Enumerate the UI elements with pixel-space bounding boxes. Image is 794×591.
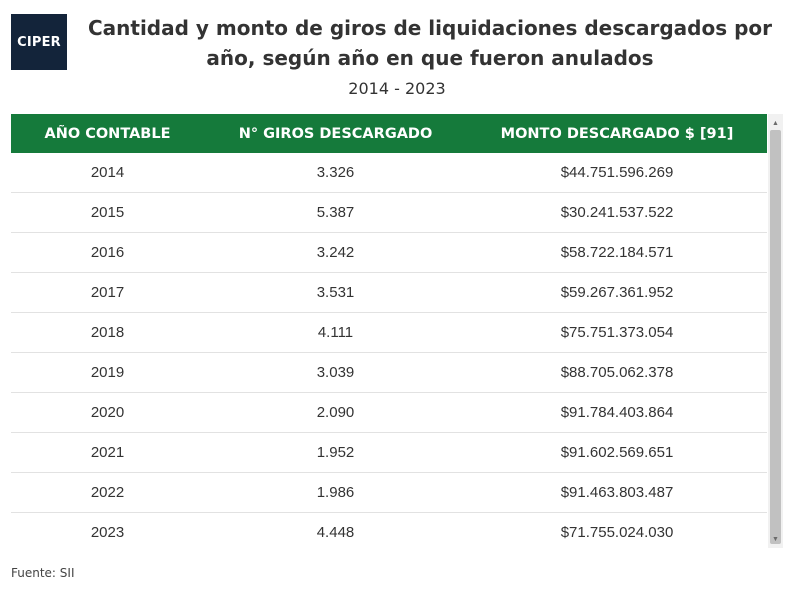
cell-year: 2016: [11, 232, 204, 273]
cell-count: 3.531: [204, 272, 467, 313]
cell-year: 2018: [11, 312, 204, 353]
cell-amount: $71.755.024.030: [560, 524, 674, 541]
chart-subtitle: 2014 - 2023: [348, 79, 446, 98]
cell-amount: $59.267.361.952: [467, 272, 767, 313]
cell-count: 3.039: [204, 352, 467, 393]
scrollbar-thumb[interactable]: [770, 130, 781, 544]
data-table: AÑO CONTABLE N° GIROS DESCARGADO MONTO D…: [11, 114, 767, 552]
cell-count: 2.090: [204, 392, 467, 433]
table-header-row: AÑO CONTABLE N° GIROS DESCARGADO MONTO D…: [11, 114, 767, 153]
cell-count: 4.111: [204, 312, 467, 353]
table-row: 2019 3.039 $88.705.062.378: [11, 352, 767, 393]
cell-count: 5.387: [204, 192, 467, 233]
source-note: Fuente: SII: [11, 566, 75, 580]
table-scrollbar[interactable]: ▲ ▼: [768, 114, 783, 548]
cell-year: 2014: [11, 153, 204, 193]
table-row: 2017 3.531 $59.267.361.952: [11, 272, 767, 313]
cell-amount: $44.751.596.269: [467, 153, 767, 193]
cell-year: 2017: [11, 272, 204, 313]
header-ano-contable: AÑO CONTABLE: [11, 114, 204, 153]
data-table-container: AÑO CONTABLE N° GIROS DESCARGADO MONTO D…: [11, 114, 767, 552]
table-row: 2015 5.387 $30.241.537.522: [11, 192, 767, 233]
table-row: 2014 3.326 $44.751.596.269: [11, 153, 767, 193]
scroll-down-arrow-icon[interactable]: ▼: [772, 535, 779, 543]
cell-count: 4.448: [316, 524, 355, 541]
cell-year: 2015: [11, 192, 204, 233]
cell-amount: $75.751.373.054: [467, 312, 767, 353]
header-n-giros: N° GIROS DESCARGADO: [204, 114, 467, 153]
cell-year: 2023: [90, 524, 125, 541]
cell-count: 1.986: [204, 472, 467, 513]
cell-amount: $58.722.184.571: [467, 232, 767, 273]
cell-year: 2019: [11, 352, 204, 393]
cell-year: 2022: [11, 472, 204, 513]
cell-count: 3.242: [204, 232, 467, 273]
cell-count: 3.326: [204, 153, 467, 193]
chart-title: Cantidad y monto de giros de liquidacion…: [87, 16, 773, 70]
cell-amount: $91.463.803.487: [467, 472, 767, 513]
table-row: 2021 1.952 $91.602.569.651: [11, 432, 767, 473]
table-row: 2018 4.111 $75.751.373.054: [11, 312, 767, 353]
cell-amount: $30.241.537.522: [467, 192, 767, 233]
table-row: 2022 1.986 $91.463.803.487: [11, 472, 767, 513]
cell-count: 1.952: [204, 432, 467, 473]
scroll-up-arrow-icon[interactable]: ▲: [772, 119, 779, 127]
table-row: 2016 3.242 $58.722.184.571: [11, 232, 767, 273]
table-row: 2020 2.090 $91.784.403.864: [11, 392, 767, 433]
cell-amount: $91.602.569.651: [467, 432, 767, 473]
cell-amount: $91.784.403.864: [467, 392, 767, 433]
table-row: 2023 4.448 $71.755.024.030: [11, 513, 767, 553]
cell-year: 2021: [11, 432, 204, 473]
cell-year: 2020: [11, 392, 204, 433]
ciper-logo: CIPER: [11, 14, 67, 70]
header-monto: MONTO DESCARGADO $ [91]: [467, 114, 767, 153]
cell-amount: $88.705.062.378: [467, 352, 767, 393]
